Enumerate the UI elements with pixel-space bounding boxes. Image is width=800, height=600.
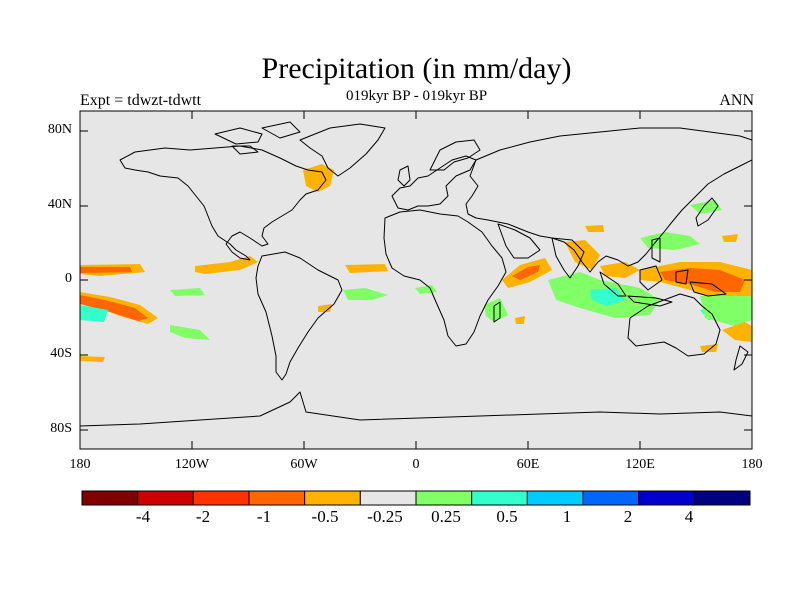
colorbar-swatch xyxy=(415,490,473,506)
colorbar-swatch xyxy=(304,490,361,506)
plot-title: Precipitation (in mm/day) xyxy=(261,52,572,85)
colorbar-label: 4 xyxy=(684,507,694,526)
anomaly-patch xyxy=(722,322,752,342)
coastline-arabia xyxy=(497,223,541,259)
anomaly-patch xyxy=(722,234,738,242)
anomaly-patch xyxy=(690,200,722,214)
colorbar-label: 2 xyxy=(623,507,633,526)
lat-label-0: 0 xyxy=(65,271,72,286)
lat-label-40s: 40S xyxy=(50,346,72,361)
colorbar-label: 0.25 xyxy=(431,507,461,526)
lat-label-40n: 40N xyxy=(47,197,72,212)
anomaly-patch xyxy=(303,164,334,192)
colorbar-swatch xyxy=(526,490,584,506)
coastline-south-america xyxy=(255,251,343,381)
colorbar-swatch xyxy=(248,490,306,506)
coastline-greenland xyxy=(299,123,386,177)
anomaly-patch xyxy=(515,316,525,324)
coastline-australia xyxy=(627,293,721,357)
colorbar-swatch xyxy=(582,490,640,506)
coastline-scandinavia xyxy=(429,139,481,171)
colorbar-swatch xyxy=(638,490,695,506)
colorbar-label: 1 xyxy=(562,507,572,526)
plot-subtitle: 019kyr BP - 019kyr BP xyxy=(345,88,488,104)
anomaly-patch xyxy=(80,295,148,321)
colorbar-swatch xyxy=(359,490,417,506)
coastline-asia xyxy=(465,127,752,273)
anomaly-contours xyxy=(80,164,752,362)
colorbar-swatch xyxy=(81,490,139,506)
colorbar-label: -0.25 xyxy=(367,507,403,526)
coastline-madagascar xyxy=(493,301,501,323)
colorbar-swatch xyxy=(192,490,250,506)
experiment-label: Expt = tdwzt-tdwtt xyxy=(80,92,202,109)
colorbar-label: 0.5 xyxy=(496,507,518,526)
lon-label-120w: 120W xyxy=(174,457,210,472)
lat-label-80s: 80S xyxy=(50,421,72,436)
coastline-japan xyxy=(695,197,719,227)
anomaly-patch xyxy=(170,325,210,340)
coastline-india xyxy=(551,237,585,279)
lon-label-180e: 180 xyxy=(741,457,763,472)
anomaly-patch xyxy=(195,256,258,274)
anomaly-patch xyxy=(80,356,105,362)
anomaly-patch xyxy=(80,305,108,322)
colorbar-label: -2 xyxy=(195,507,211,526)
axis-ticks xyxy=(80,111,752,449)
coastline-british-isles xyxy=(397,165,411,187)
coastline-indonesia xyxy=(599,237,727,307)
lon-label-180w: 180 xyxy=(69,457,91,472)
coastline-north-america xyxy=(119,145,327,261)
lon-label-60w: 60W xyxy=(290,457,318,472)
coastline-antarctica xyxy=(80,391,752,427)
colorbar-label: -0.5 xyxy=(311,507,339,526)
anomaly-patch xyxy=(585,225,604,232)
lon-label-120e: 120E xyxy=(625,457,655,472)
coastline-new-zealand xyxy=(733,345,749,371)
season-label: ANN xyxy=(719,92,754,109)
anomaly-patch xyxy=(660,268,745,292)
anomaly-patch xyxy=(700,296,752,326)
anomaly-patch xyxy=(345,264,388,273)
anomaly-patch xyxy=(343,288,388,300)
anomaly-patch xyxy=(512,265,540,280)
anomaly-patch xyxy=(640,232,700,250)
anomaly-patch xyxy=(600,262,640,278)
lon-label-60e: 60E xyxy=(516,457,540,472)
colorbar-label: -1 xyxy=(256,507,272,526)
coastline-africa xyxy=(383,209,507,347)
lon-label-0: 0 xyxy=(412,457,420,472)
anomaly-patch xyxy=(80,267,132,273)
lat-label-80n: 80N xyxy=(47,122,72,137)
anomaly-patch xyxy=(170,288,205,296)
colorbar xyxy=(81,490,751,506)
anomaly-patch xyxy=(484,298,508,322)
coastline-arctic-islands xyxy=(214,121,301,155)
colorbar-swatch xyxy=(693,490,751,506)
colorbar-swatch xyxy=(137,490,194,506)
colorbar-label: -4 xyxy=(135,507,151,526)
coastlines xyxy=(80,121,752,427)
colorbar-swatch xyxy=(471,490,528,506)
anomaly-patch xyxy=(318,304,332,312)
coastline-europe xyxy=(391,155,477,211)
anomaly-patch xyxy=(590,288,625,306)
